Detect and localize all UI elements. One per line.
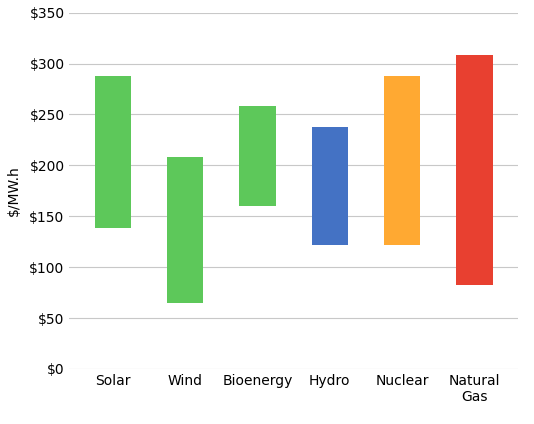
Bar (95, 76, 131, 229)
Y-axis label: $/MW.h: $/MW.h (7, 165, 21, 216)
Bar (239, 106, 276, 206)
Bar (457, 56, 493, 285)
Bar (312, 127, 348, 245)
Bar (384, 76, 420, 245)
Bar (167, 157, 203, 303)
